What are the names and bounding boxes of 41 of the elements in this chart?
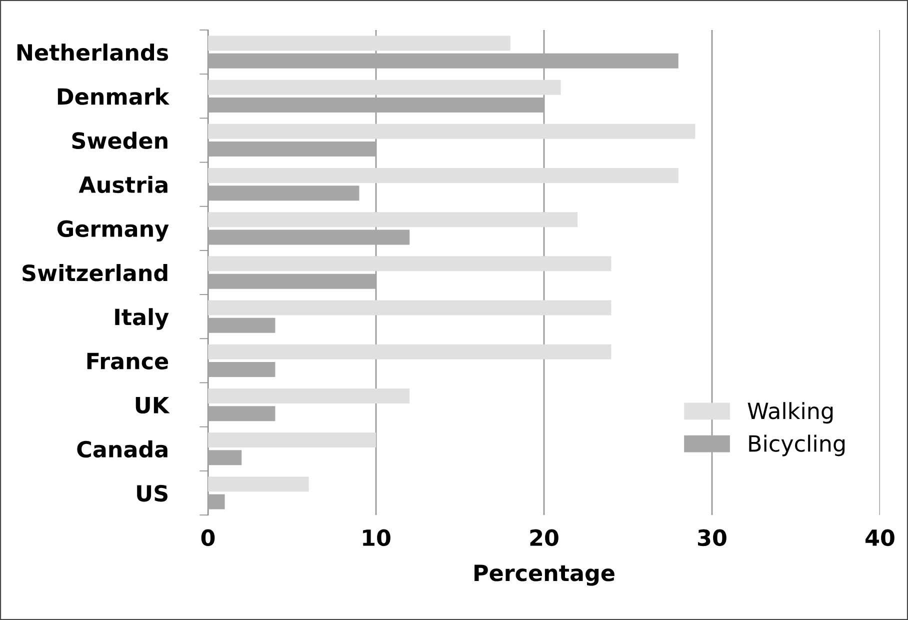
bar [208, 186, 360, 201]
bar [208, 124, 696, 139]
bar [208, 230, 410, 245]
bar [208, 300, 612, 316]
y-tick-label: Switzerland [22, 264, 168, 282]
y-tick-label: Germany [57, 220, 169, 242]
legend-label: Walking [748, 402, 833, 424]
bar [208, 168, 678, 183]
bar [208, 212, 578, 228]
legend-label: Bicycling [749, 434, 845, 456]
y-tick-label: Italy [115, 308, 169, 330]
bar [208, 388, 410, 404]
bar [208, 80, 561, 95]
y-tick-label: US [137, 484, 168, 502]
x-tick-label: 30 [698, 529, 726, 546]
x-tick-label: 20 [530, 529, 558, 546]
y-tick-label: UK [136, 397, 170, 414]
bar [208, 256, 612, 272]
y-tick-label: Denmark [58, 88, 170, 105]
y-tick-label: Austria [78, 176, 168, 194]
y-tick-label: Netherlands [17, 44, 168, 61]
bar [208, 494, 225, 510]
bar [208, 36, 510, 51]
x-tick-label: 10 [363, 529, 390, 546]
x-tick-label: 0 [201, 529, 215, 546]
bar [208, 432, 376, 448]
bar [208, 362, 276, 377]
x-tick-label: 40 [866, 529, 894, 546]
bar [208, 53, 678, 68]
y-tick-label: Canada [77, 440, 168, 458]
y-tick-label: France [87, 352, 168, 370]
x-axis-title: Percentage [474, 564, 614, 586]
bar [208, 318, 276, 333]
bar [208, 97, 544, 112]
bar [208, 476, 309, 492]
bar [208, 274, 376, 289]
bar [208, 406, 276, 422]
y-tick-label: Sweden [72, 132, 168, 149]
bar [208, 450, 242, 466]
bar [208, 344, 612, 360]
bar [208, 142, 376, 157]
